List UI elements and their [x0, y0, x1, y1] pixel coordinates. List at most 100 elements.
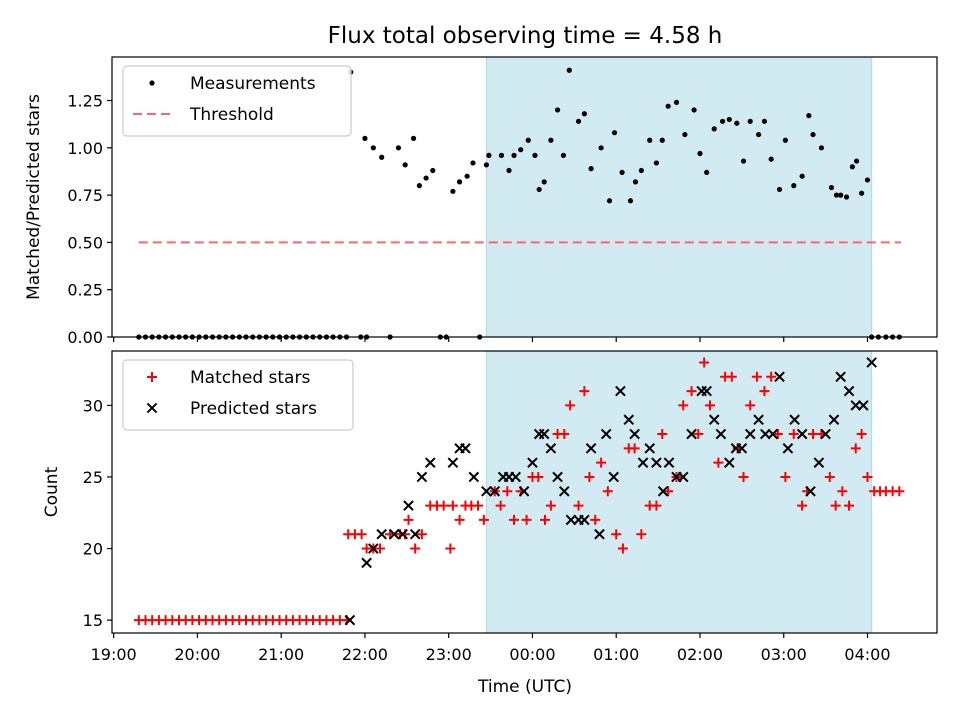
- measurement-point: [838, 192, 844, 198]
- matched-point: [713, 457, 724, 468]
- predicted-point: [397, 528, 408, 540]
- matched-point: [478, 514, 489, 525]
- legend-predicted-swatch: [146, 402, 158, 414]
- predicted-point: [866, 357, 877, 368]
- measurement-point: [673, 99, 680, 106]
- measurement-point: [560, 152, 567, 158]
- predicted-point: [774, 371, 785, 383]
- measurement-point: [653, 160, 660, 166]
- bottom-axes-frame: [111, 350, 938, 634]
- y-tick-label: 1.00: [67, 139, 103, 158]
- matched-point: [751, 371, 762, 382]
- predicted-point: [608, 471, 620, 483]
- measurement-point: [859, 190, 865, 196]
- legend-label: Measurements: [190, 74, 316, 94]
- measurement-point: [647, 137, 653, 143]
- bottom-legend: Matched stars Predicted stars: [122, 359, 354, 431]
- y-tick-label: 0.50: [67, 233, 103, 252]
- matched-point: [663, 486, 674, 497]
- measurement-point: [410, 135, 417, 141]
- measurement-point: [518, 147, 524, 153]
- measurement-point: [810, 131, 816, 138]
- predicted-point: [403, 500, 414, 511]
- matched-point: [824, 471, 835, 482]
- matched-point: [356, 529, 367, 540]
- matched-point: [629, 443, 640, 454]
- predicted-point: [585, 443, 597, 454]
- predicted-point: [789, 414, 800, 426]
- predicted-point: [767, 428, 779, 440]
- predicted-point: [657, 485, 669, 497]
- bottom-panel: 15 20 25 30 19:00 20:00 21:00 22:00 23:00 00:00 01…: [42, 350, 938, 664]
- top-legend: Measurements Threshold: [122, 65, 352, 137]
- y-tick-label: 25: [83, 468, 103, 487]
- predicted-point: [344, 614, 356, 626]
- matched-point: [636, 529, 647, 540]
- predicted-point: [843, 385, 855, 397]
- matched-point: [447, 500, 458, 511]
- matched-point: [540, 514, 551, 525]
- matched-point: [686, 386, 697, 397]
- predicted-point: [813, 457, 825, 468]
- measurement-point: [638, 167, 644, 174]
- matched-point: [590, 514, 601, 525]
- measurement-point: [541, 179, 547, 185]
- predicted-point: [828, 414, 840, 426]
- predicted-point: [388, 528, 400, 540]
- predicted-point: [600, 428, 612, 440]
- x-tick-label: 02:00: [677, 645, 723, 664]
- predicted-point: [558, 485, 570, 497]
- x-tick-label: 23:00: [426, 645, 472, 664]
- matched-point: [678, 400, 689, 411]
- predicted-point: [736, 443, 748, 454]
- measurement-point: [483, 162, 489, 168]
- matched-point: [830, 500, 841, 511]
- legend-label: Matched stars: [190, 368, 310, 388]
- predicted-point: [629, 428, 640, 440]
- measurement-point: [627, 198, 634, 204]
- predicted-point: [805, 485, 816, 497]
- predicted-point: [447, 457, 459, 468]
- x-tick-label: 22:00: [342, 645, 388, 664]
- predicted-point: [518, 485, 530, 497]
- measurement-point: [747, 118, 753, 124]
- measurement-point: [704, 169, 710, 176]
- predicted-point: [579, 514, 590, 526]
- measurement-point: [423, 175, 429, 181]
- measurement-point: [632, 179, 639, 185]
- x-tick-label: 21:00: [258, 645, 304, 664]
- predicted-point: [376, 528, 388, 540]
- measurement-point: [511, 152, 517, 158]
- predicted-point: [623, 414, 635, 426]
- matched-point: [584, 471, 595, 482]
- predicted-point: [857, 400, 869, 411]
- measurement-point: [370, 145, 376, 151]
- matched-point: [705, 400, 716, 411]
- predicted-point: [701, 385, 712, 397]
- legend-label: Predicted stars: [190, 399, 317, 419]
- matched-point: [502, 486, 513, 497]
- predicted-point: [510, 471, 522, 483]
- matched-point: [726, 371, 737, 382]
- predicted-point: [489, 485, 501, 497]
- measurement-point: [853, 158, 860, 164]
- measurement-point: [828, 184, 835, 191]
- matched-point: [596, 457, 607, 468]
- matched-point: [579, 386, 590, 397]
- matched-point: [850, 443, 861, 454]
- measurement-point: [395, 145, 402, 151]
- matched-point: [772, 429, 783, 440]
- x-tick-label: 04:00: [844, 645, 890, 664]
- predicted-point: [637, 457, 649, 468]
- matched-point: [375, 543, 386, 554]
- matched-point: [565, 400, 576, 411]
- predicted-point: [686, 428, 697, 440]
- measurement-point: [456, 179, 463, 185]
- measurement-point: [486, 152, 492, 158]
- matched-point: [766, 371, 777, 382]
- x-tick-label: 01:00: [593, 645, 639, 664]
- matched-point: [521, 514, 532, 525]
- matched-point: [788, 429, 799, 440]
- measurement-point: [611, 130, 618, 136]
- measurement-point: [682, 131, 688, 138]
